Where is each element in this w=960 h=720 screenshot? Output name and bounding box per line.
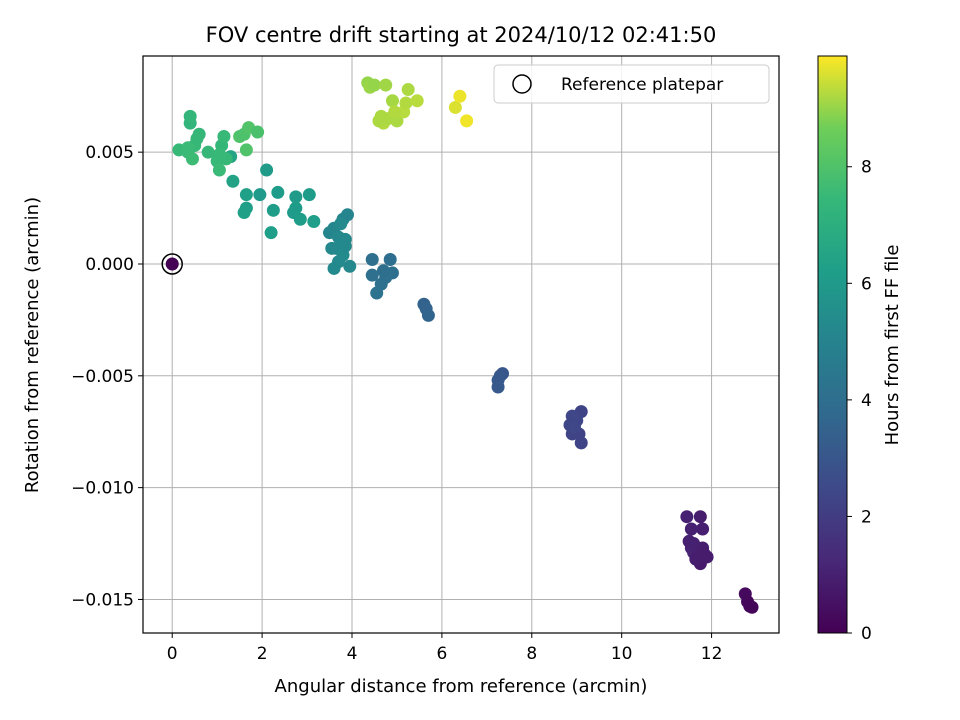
- data-point: [383, 253, 397, 267]
- y-tick-label: 0.005: [85, 143, 134, 163]
- x-tick-label: 4: [347, 644, 358, 664]
- y-tick-label: −0.015: [71, 590, 134, 610]
- x-axis-ticks: 0 2 4 6 8 10 12: [167, 633, 723, 664]
- data-point: [325, 241, 339, 255]
- x-tick-label: 8: [526, 644, 537, 664]
- colorbar-label: Hours from first FF file: [882, 245, 903, 446]
- data-point: [421, 308, 435, 322]
- colorbar: [817, 55, 848, 634]
- data-point: [260, 163, 274, 177]
- data-point: [343, 259, 357, 273]
- colorbar-ticks: 0 2 4 6 8: [847, 158, 872, 644]
- data-point: [271, 185, 285, 199]
- data-point: [370, 286, 384, 300]
- data-points: [172, 76, 759, 614]
- data-point: [684, 522, 698, 536]
- colorbar-tick-label: 8: [861, 158, 872, 178]
- data-point: [327, 261, 341, 275]
- plot-frame: [142, 55, 780, 634]
- data-point: [687, 537, 701, 551]
- data-point: [212, 147, 226, 161]
- data-point: [341, 208, 355, 222]
- colorbar-tick-label: 6: [861, 274, 872, 294]
- data-point: [190, 132, 204, 146]
- data-point: [491, 380, 505, 394]
- x-tick-label: 6: [436, 644, 447, 664]
- data-point: [567, 420, 581, 434]
- x-axis-label: Angular distance from reference (arcmin): [275, 676, 648, 697]
- x-tick-label: 10: [611, 644, 633, 664]
- legend-label: Reference platepar: [561, 75, 723, 95]
- data-point: [689, 552, 703, 566]
- reference-marker: [161, 253, 183, 275]
- data-point: [293, 212, 307, 226]
- data-point: [181, 141, 195, 155]
- data-point: [237, 206, 251, 220]
- data-point: [334, 217, 348, 231]
- data-point: [212, 163, 226, 177]
- colorbar-tick-label: 2: [861, 507, 872, 527]
- data-point: [376, 264, 390, 278]
- chart-title: FOV centre drift starting at 2024/10/12 …: [206, 23, 717, 47]
- data-point: [365, 268, 379, 282]
- reference-ring: [161, 253, 183, 275]
- data-point: [365, 253, 379, 267]
- legend-marker: [512, 74, 532, 94]
- data-point: [574, 436, 588, 450]
- data-point: [253, 188, 267, 202]
- data-point: [385, 94, 399, 108]
- data-point: [289, 190, 303, 204]
- data-point: [264, 226, 278, 240]
- data-point: [217, 130, 231, 144]
- data-point: [183, 109, 197, 123]
- y-axis-label: Rotation from reference (arcmin): [22, 197, 43, 493]
- y-tick-label: −0.010: [71, 479, 134, 499]
- data-point: [700, 550, 714, 564]
- reference-point: [165, 257, 179, 271]
- data-point: [307, 214, 321, 228]
- data-point: [201, 145, 215, 159]
- data-point: [460, 114, 474, 128]
- y-tick-label: −0.005: [71, 367, 134, 387]
- data-point: [401, 83, 415, 97]
- data-point: [379, 78, 393, 92]
- data-point: [372, 114, 386, 128]
- data-point: [226, 174, 240, 188]
- data-point: [251, 125, 265, 139]
- data-point: [745, 600, 759, 614]
- data-point: [302, 188, 316, 202]
- data-point: [239, 143, 253, 157]
- legend-box: [493, 64, 770, 104]
- colorbar-tick-label: 0: [861, 624, 872, 644]
- x-tick-label: 2: [257, 644, 268, 664]
- x-tick-label: 0: [167, 644, 178, 664]
- data-point: [448, 100, 462, 114]
- data-point: [266, 203, 280, 217]
- x-tick-label: 12: [701, 644, 723, 664]
- data-point: [453, 89, 467, 103]
- data-point: [338, 239, 352, 253]
- data-point: [289, 201, 303, 215]
- data-point: [410, 94, 424, 108]
- y-tick-label: 0.000: [85, 255, 134, 275]
- colorbar-tick-label: 4: [861, 391, 872, 411]
- data-point: [693, 510, 707, 524]
- data-point: [680, 510, 694, 524]
- data-point: [388, 105, 402, 119]
- data-point: [367, 78, 381, 92]
- data-point: [399, 96, 413, 110]
- data-point: [696, 522, 710, 536]
- legend: Reference platepar: [493, 64, 770, 104]
- data-point: [239, 188, 253, 202]
- grid-lines: [143, 56, 779, 633]
- data-point: [185, 152, 199, 166]
- y-axis-ticks: 0.005 0.000 −0.005 −0.010 −0.015: [71, 143, 143, 610]
